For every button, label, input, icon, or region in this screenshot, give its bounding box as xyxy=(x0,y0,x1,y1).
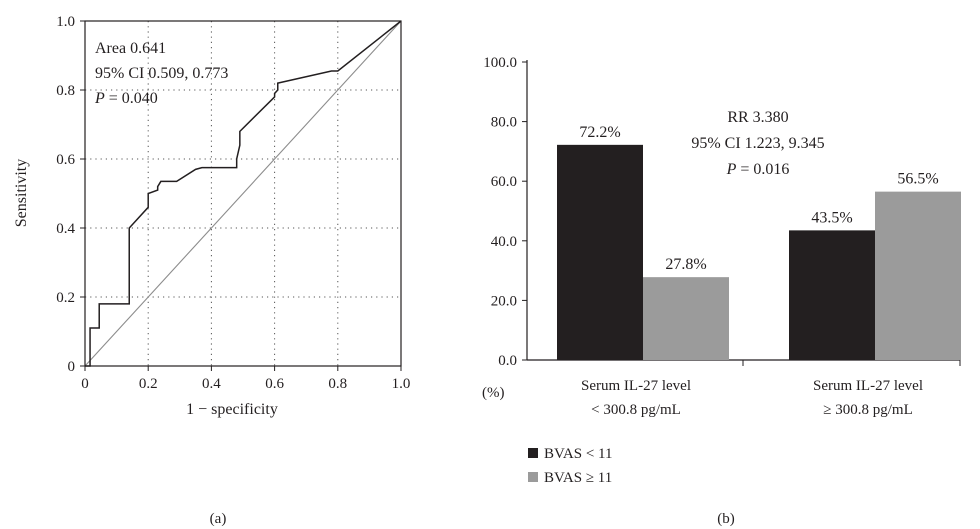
bar-category-label: < 300.8 pg/mL xyxy=(591,402,681,418)
legend-swatch xyxy=(528,472,538,482)
roc-x-tick-label: 0.6 xyxy=(265,376,284,392)
bar-bars xyxy=(557,144,961,360)
bar-unit-label: (%) xyxy=(482,385,505,401)
bar xyxy=(875,191,961,360)
roc-reference-line xyxy=(84,20,402,367)
bar-value-label: 56.5% xyxy=(897,171,938,188)
roc-x-tick-label: 0 xyxy=(81,376,89,392)
roc-y-axis-title: Sensitivity xyxy=(13,159,30,227)
roc-p-letter: P xyxy=(94,90,105,107)
roc-x-tick-label: 1.0 xyxy=(392,376,411,392)
bar-y-ticks: 0.0 20.0 40.0 60.0 80.0 100.0 xyxy=(483,55,527,369)
roc-chart: 00 0.2 0.2 0.4 0.4 0.6 0.6 0.8 0.8 1.0 1.0 1 − spe… xyxy=(13,14,410,527)
roc-y-tick-label: 0 xyxy=(68,359,76,375)
panel-a-label: (a) xyxy=(210,511,227,527)
roc-x-tick-label: 0.2 xyxy=(139,376,158,392)
roc-x-tick-label: 0.8 xyxy=(328,376,347,392)
legend-swatch xyxy=(528,448,538,458)
bar-category-label: Serum IL-27 level xyxy=(581,378,691,394)
roc-p-annotation: P = 0.040 xyxy=(94,90,158,107)
roc-lines xyxy=(84,20,402,367)
roc-y-tick-label: 0.8 xyxy=(56,83,75,99)
bar xyxy=(643,277,729,360)
legend-label: BVAS ≥ 11 xyxy=(544,470,612,486)
roc-x-tick-label: 0.4 xyxy=(202,376,221,392)
bar-value-label: 72.2% xyxy=(579,124,620,141)
bar-y-tick-label: 0.0 xyxy=(498,353,517,369)
bar xyxy=(789,230,875,360)
roc-area-annotation: Area 0.641 xyxy=(95,40,166,57)
bar-y-tick-label: 60.0 xyxy=(491,174,517,190)
bar-y-tick-label: 40.0 xyxy=(491,234,517,250)
legend-label: BVAS < 11 xyxy=(544,446,612,462)
bar-chart: 72.2% 43.5% 27.8% 56.5% 0.0 20.0 40.0 60.0 80.0… xyxy=(482,55,961,527)
roc-y-tick-label: 1.0 xyxy=(56,14,75,30)
roc-x-axis-title: 1 − specificity xyxy=(186,401,278,418)
roc-ticks: 00 0.2 0.2 0.4 0.4 0.6 0.6 0.8 0.8 1.0 1.0 xyxy=(56,14,410,392)
bar-value-label: 43.5% xyxy=(811,209,852,226)
bar-p-value: = 0.016 xyxy=(736,161,789,178)
bar-p-annotation: P = 0.016 xyxy=(726,161,790,178)
panel-b-label: (b) xyxy=(717,511,735,527)
roc-plot-frame xyxy=(84,20,402,367)
roc-curve xyxy=(85,20,402,367)
bar-legend: BVAS < 11 BVAS ≥ 11 xyxy=(528,446,612,486)
bar-y-tick-label: 20.0 xyxy=(491,293,517,309)
bar-ci-annotation: 95% CI 1.223, 9.345 xyxy=(691,135,824,152)
bar xyxy=(557,144,643,360)
bar-y-tick-label: 100.0 xyxy=(483,55,517,71)
roc-y-tick-label: 0.2 xyxy=(56,290,75,306)
roc-ci-annotation: 95% CI 0.509, 0.773 xyxy=(95,65,228,82)
bar-category-label: ≥ 300.8 pg/mL xyxy=(823,402,912,418)
bar-rr-annotation: RR 3.380 xyxy=(727,109,788,126)
bar-value-labels: 72.2% 43.5% 27.8% 56.5% xyxy=(579,124,938,273)
bar-category-label: Serum IL-27 level xyxy=(813,378,923,394)
bar-p-letter: P xyxy=(726,161,737,178)
roc-y-tick-label: 0.4 xyxy=(56,221,75,237)
bar-y-tick-label: 80.0 xyxy=(491,115,517,131)
bar-value-label: 27.8% xyxy=(665,256,706,273)
bar-category-labels: Serum IL-27 level < 300.8 pg/mL Serum IL-2… xyxy=(581,378,923,418)
roc-y-tick-label: 0.6 xyxy=(56,152,75,168)
roc-p-value: = 0.040 xyxy=(105,90,158,107)
